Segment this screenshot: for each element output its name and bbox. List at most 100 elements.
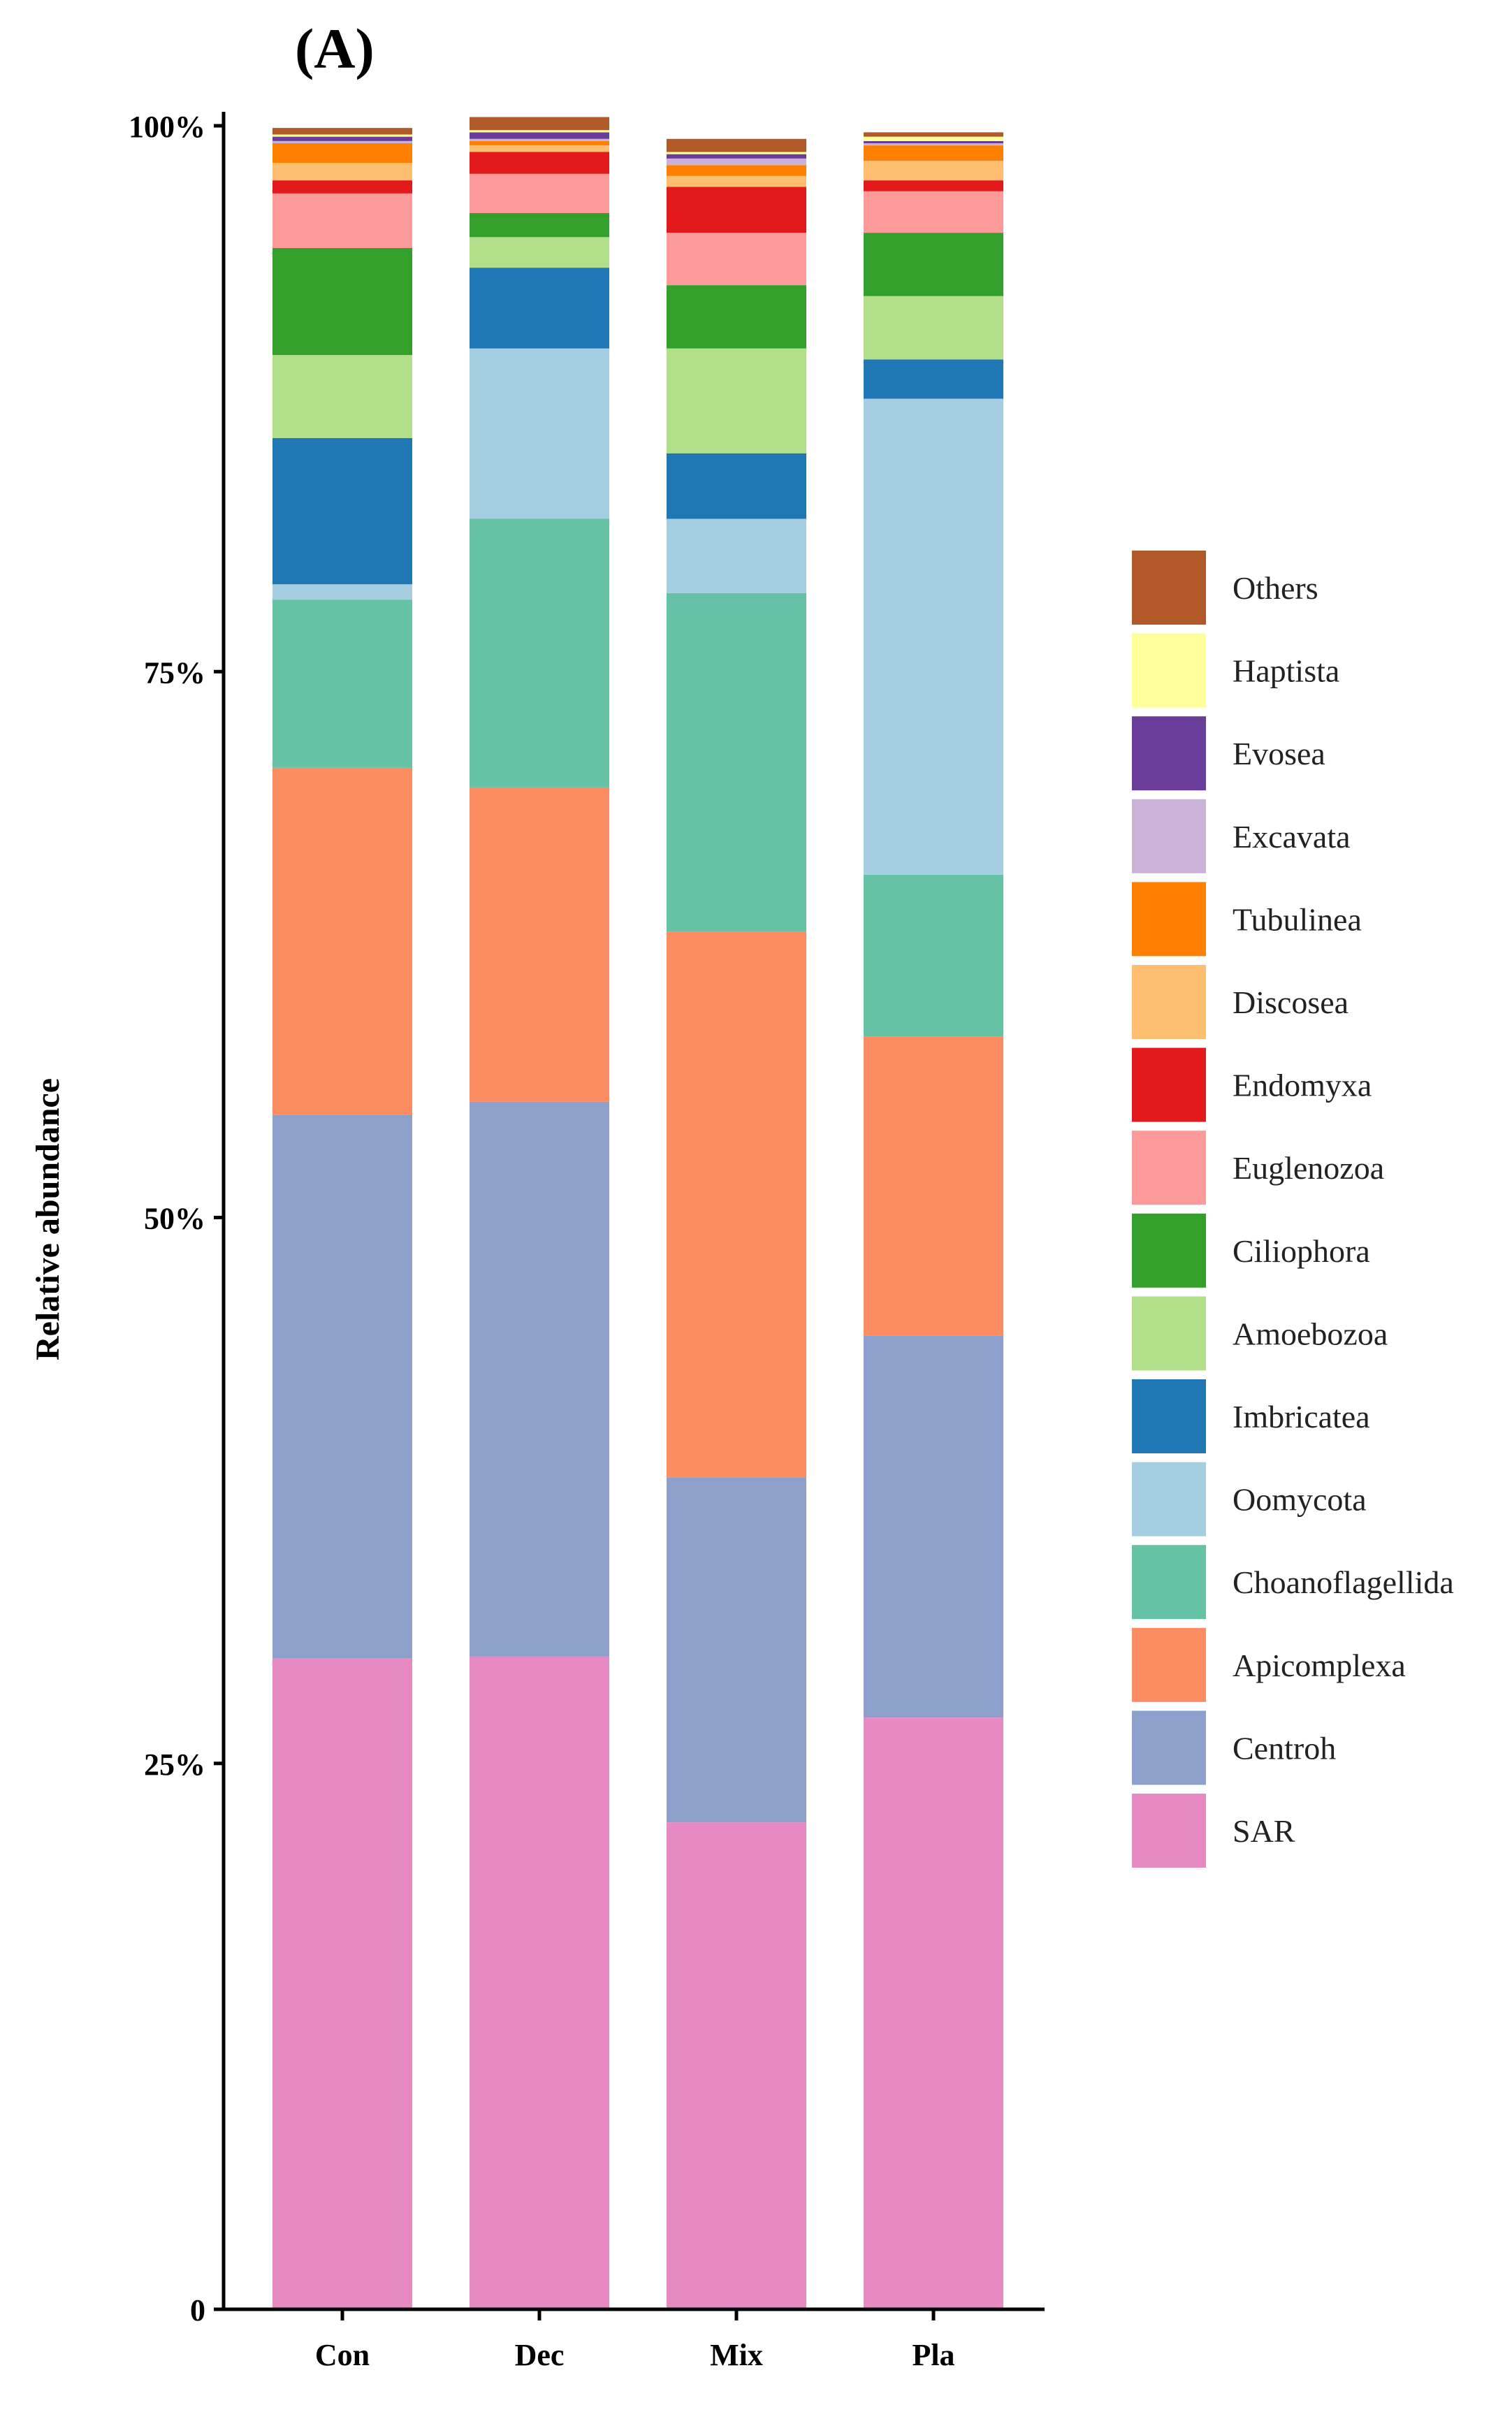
bar-segment-dec-evosea	[470, 132, 609, 139]
bar-segment-con-oomycota	[272, 584, 412, 600]
bar-segment-con-endomyxa	[272, 180, 412, 194]
bar-segment-con-tubulinea	[272, 143, 412, 164]
bar-con	[272, 128, 412, 2309]
legend-label: Amoebozoa	[1233, 1316, 1388, 1351]
legend-item-euglenozoa: Euglenozoa	[1132, 1131, 1384, 1205]
legend-item-centroh: Centroh	[1132, 1710, 1336, 1785]
legend-label: Apicomplexa	[1233, 1648, 1406, 1683]
legend-item-excavata: Excavata	[1132, 799, 1351, 873]
bar-segment-dec-centroh	[470, 1101, 609, 1657]
bar-segment-dec-sar	[470, 1656, 609, 2309]
legend-label: Endomyxa	[1233, 1068, 1372, 1103]
bar-segment-mix-others	[667, 138, 806, 152]
x-tick-label-con: Con	[315, 2338, 370, 2372]
plot-area	[272, 117, 1003, 2309]
legend-item-endomyxa: Endomyxa	[1132, 1047, 1372, 1122]
y-tick-label: 75%	[144, 655, 205, 690]
bar-segment-pla-endomyxa	[864, 180, 1003, 191]
legend-item-others: Others	[1132, 551, 1318, 625]
legend-swatch	[1132, 1710, 1206, 1785]
bar-segment-dec-others	[470, 117, 609, 131]
y-tick-label: 0	[190, 2293, 205, 2327]
legend-label: Tubulinea	[1233, 901, 1362, 937]
legend-swatch	[1132, 1379, 1206, 1453]
bar-segment-dec-excavata	[470, 138, 609, 141]
bar-segment-pla-centroh	[864, 1335, 1003, 1718]
legend: Others Haptista Evosea Excavata Tubulinea Dis…	[1132, 551, 1454, 1868]
legend-label: SAR	[1233, 1813, 1295, 1849]
legend-label: Oomycota	[1233, 1482, 1367, 1518]
bar-segment-mix-oomycota	[667, 518, 806, 593]
bar-segment-pla-discosea	[864, 161, 1003, 181]
legend-swatch	[1132, 1794, 1206, 1868]
bar-segment-dec-euglenozoa	[470, 173, 609, 213]
panel-label: (A)	[295, 17, 375, 80]
legend-swatch	[1132, 1627, 1206, 1702]
bar-segment-con-apicomplexa	[272, 767, 412, 1115]
legend-label: Euglenozoa	[1233, 1150, 1384, 1186]
bar-segment-con-sar	[272, 1658, 412, 2309]
legend-swatch	[1132, 1131, 1206, 1205]
bar-segment-dec-ciliophora	[470, 213, 609, 238]
bar-segment-con-imbricatea	[272, 437, 412, 585]
bar-segment-con-centroh	[272, 1114, 412, 1659]
bar-dec	[470, 117, 609, 2309]
legend-swatch	[1132, 633, 1206, 708]
bar-segment-dec-oomycota	[470, 348, 609, 519]
bar-segment-con-choanoflagellida	[272, 600, 412, 768]
legend-swatch	[1132, 1462, 1206, 1536]
legend-swatch	[1132, 1047, 1206, 1122]
legend-item-choanoflagellida: Choanoflagellida	[1132, 1545, 1454, 1620]
legend-label: Imbricatea	[1233, 1399, 1370, 1434]
legend-item-ciliophora: Ciliophora	[1132, 1213, 1370, 1288]
y-tick-label: 50%	[144, 1202, 205, 1236]
legend-item-evosea: Evosea	[1132, 716, 1325, 791]
legend-item-sar: SAR	[1132, 1794, 1295, 1868]
legend-label: Discosea	[1233, 985, 1349, 1020]
bar-segment-pla-oomycota	[864, 398, 1003, 875]
legend-swatch	[1132, 882, 1206, 957]
bar-segment-mix-euglenozoa	[667, 233, 806, 286]
legend-swatch	[1132, 716, 1206, 791]
bar-segment-dec-haptista	[470, 130, 609, 133]
legend-label: Choanoflagellida	[1233, 1564, 1454, 1600]
bar-segment-mix-evosea	[667, 154, 806, 159]
bar-segment-pla-apicomplexa	[864, 1036, 1003, 1336]
bar-segment-mix-endomyxa	[667, 187, 806, 233]
legend-label: Excavata	[1233, 819, 1351, 855]
legend-item-tubulinea: Tubulinea	[1132, 882, 1362, 957]
bar-segment-pla-others	[864, 132, 1003, 137]
legend-swatch	[1132, 965, 1206, 1039]
bar-segment-mix-tubulinea	[667, 165, 806, 176]
x-tick-label-pla: Pla	[912, 2338, 954, 2372]
legend-item-imbricatea: Imbricatea	[1132, 1379, 1370, 1453]
legend-swatch	[1132, 1545, 1206, 1620]
legend-label: Haptista	[1233, 653, 1339, 689]
bar-segment-pla-ciliophora	[864, 233, 1003, 296]
bar-segment-mix-ciliophora	[667, 285, 806, 349]
bar-segment-pla-tubulinea	[864, 145, 1003, 161]
legend-item-oomycota: Oomycota	[1132, 1462, 1367, 1536]
legend-label: Centroh	[1233, 1730, 1336, 1766]
bar-segment-mix-apicomplexa	[667, 931, 806, 1478]
x-tick-label-dec: Dec	[515, 2338, 565, 2372]
bar-segment-dec-imbricatea	[470, 268, 609, 349]
bar-segment-pla-euglenozoa	[864, 191, 1003, 233]
bar-segment-con-ciliophora	[272, 248, 412, 356]
x-tick-label-mix: Mix	[710, 2338, 763, 2372]
y-tick-label: 100%	[129, 110, 205, 144]
bar-segment-pla-choanoflagellida	[864, 874, 1003, 1037]
bar-segment-dec-choanoflagellida	[470, 518, 609, 787]
bar-segment-con-excavata	[272, 140, 412, 143]
bar-segment-con-others	[272, 128, 412, 135]
bar-segment-pla-amoebozoa	[864, 296, 1003, 360]
legend-item-discosea: Discosea	[1132, 965, 1349, 1039]
bar-segment-dec-amoebozoa	[470, 237, 609, 268]
bar-segment-dec-apicomplexa	[470, 787, 609, 1102]
bar-segment-mix-amoebozoa	[667, 348, 806, 453]
bar-segment-con-euglenozoa	[272, 193, 412, 248]
x-axis-ticks: Con Dec Mix Pla	[315, 2309, 955, 2372]
bar-segment-pla-evosea	[864, 140, 1003, 143]
bar-segment-dec-endomyxa	[470, 152, 609, 174]
